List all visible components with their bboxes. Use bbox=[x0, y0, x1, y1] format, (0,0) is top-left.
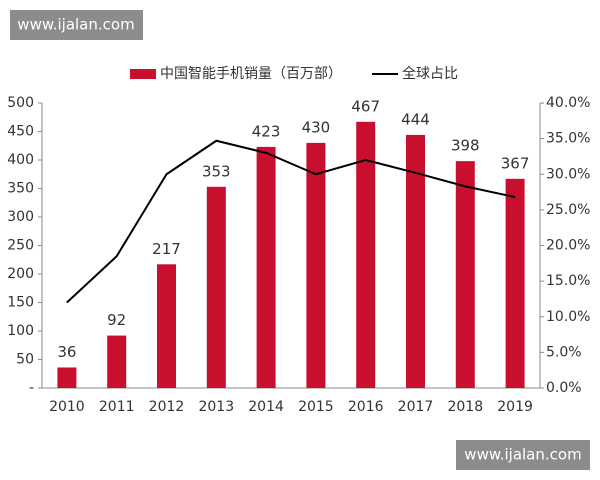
bar bbox=[206, 186, 226, 388]
watermark: www.ijalan.com bbox=[464, 446, 581, 464]
y-tick-label: 300 bbox=[7, 209, 34, 225]
line bbox=[66, 139, 516, 304]
x-tick-label: 2018 bbox=[447, 399, 483, 415]
x-tick-label: 2019 bbox=[497, 399, 533, 415]
x-tick-label: 2015 bbox=[298, 399, 334, 415]
x-tick-label: 2012 bbox=[149, 399, 185, 415]
value-label: 367 bbox=[501, 154, 530, 172]
watermark-box bbox=[456, 440, 590, 470]
bar bbox=[306, 142, 326, 388]
x-tick-label: 2010 bbox=[49, 399, 85, 415]
watermark-box bbox=[10, 10, 143, 40]
watermark: www.ijalan.com bbox=[17, 16, 134, 34]
y2-tick-label: 10.0% bbox=[546, 309, 590, 325]
x-tick-label: 2013 bbox=[198, 399, 234, 415]
value-label: 398 bbox=[451, 137, 480, 155]
y2-tick-label: 40.0% bbox=[546, 95, 590, 111]
value-label: 430 bbox=[302, 118, 331, 136]
y2-tick-label: 15.0% bbox=[546, 273, 590, 289]
legend-label: 中国智能手机销量（百万部） bbox=[160, 66, 342, 82]
legend-label: 全球占比 bbox=[402, 65, 458, 82]
y-tick-label: 200 bbox=[7, 266, 34, 282]
value-label: 467 bbox=[351, 97, 380, 115]
value-label: 92 bbox=[107, 311, 126, 329]
bar bbox=[455, 161, 475, 388]
bar bbox=[256, 146, 276, 388]
y-tick-label: 100 bbox=[7, 323, 34, 339]
x-tick-label: 2016 bbox=[348, 399, 384, 415]
value-label: 353 bbox=[202, 162, 231, 180]
x-tick-label: 2017 bbox=[398, 399, 434, 415]
y2-tick-label: 30.0% bbox=[546, 166, 590, 182]
y-tick-label: 350 bbox=[7, 181, 34, 197]
x-tick-label: 2011 bbox=[99, 399, 135, 415]
y-tick-label: 400 bbox=[7, 152, 34, 168]
legend-swatch bbox=[130, 69, 156, 79]
y-tick-label: 150 bbox=[7, 295, 34, 311]
value-label: 444 bbox=[401, 110, 430, 128]
y2-tick-label: 35.0% bbox=[546, 131, 590, 147]
bar bbox=[157, 264, 176, 388]
value-label: 423 bbox=[252, 122, 281, 140]
bar bbox=[107, 335, 127, 388]
y2-tick-label: 5.0% bbox=[546, 344, 582, 360]
y-tick-label: - bbox=[29, 380, 34, 396]
x-tick-label: 2014 bbox=[248, 399, 284, 415]
bar bbox=[505, 178, 525, 388]
y2-tick-label: 25.0% bbox=[546, 202, 590, 218]
value-label: 36 bbox=[57, 343, 76, 361]
y-tick-label: 500 bbox=[7, 95, 34, 111]
value-label: 217 bbox=[152, 240, 181, 258]
bar bbox=[356, 121, 376, 388]
y-tick-label: 450 bbox=[7, 124, 34, 140]
y2-tick-label: 0.0% bbox=[546, 380, 582, 396]
bar bbox=[57, 367, 77, 388]
bar bbox=[406, 134, 425, 388]
y-tick-label: 50 bbox=[16, 352, 34, 368]
y2-tick-label: 20.0% bbox=[546, 238, 590, 254]
y-tick-label: 250 bbox=[7, 238, 34, 254]
